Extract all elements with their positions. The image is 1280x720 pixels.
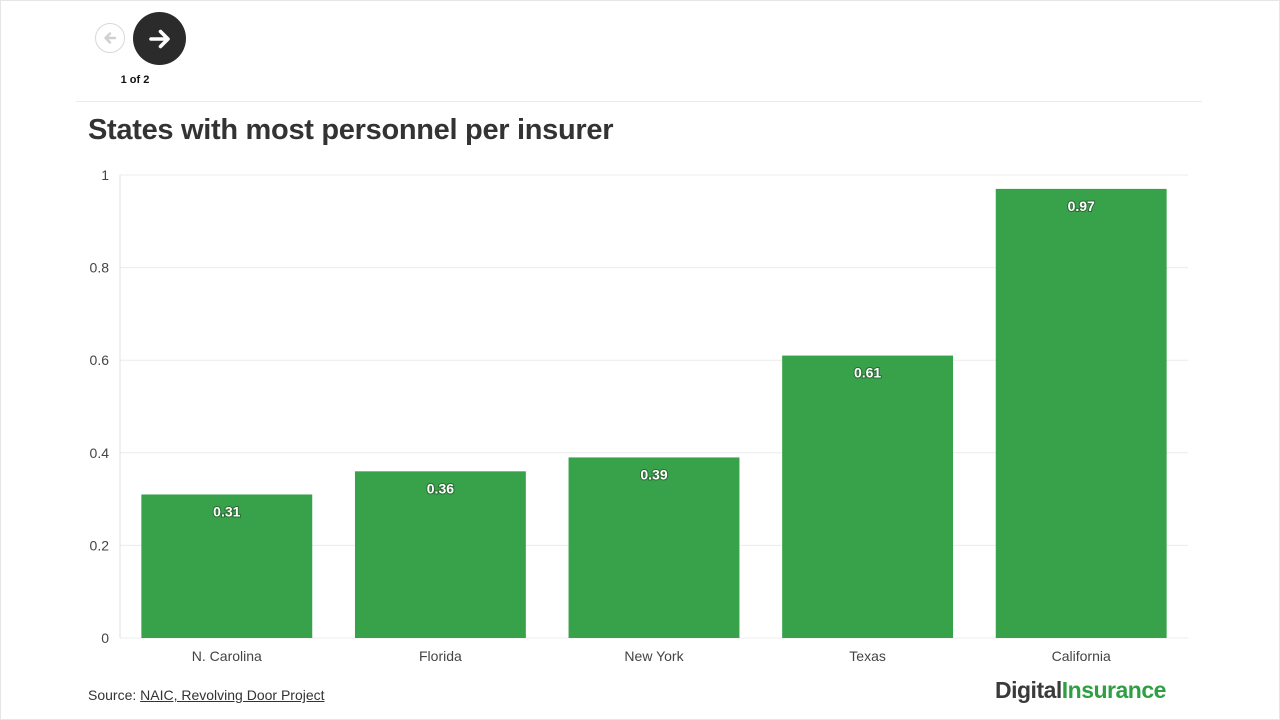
bar-value-label: 0.97 (1068, 198, 1095, 214)
logo-text-insurance: Insurance (1061, 677, 1167, 703)
y-tick-label: 0.4 (90, 445, 110, 461)
source-link[interactable]: NAIC, Revolving Door Project (140, 687, 325, 703)
next-slide-button[interactable] (133, 12, 186, 65)
x-tick-label: Texas (849, 648, 886, 664)
chart-title: States with most personnel per insurer (88, 114, 614, 146)
source-label: Source: (88, 687, 137, 703)
bar (995, 188, 1167, 638)
y-tick-label: 1 (101, 167, 109, 183)
x-tick-label: Florida (419, 648, 462, 664)
header-divider (76, 101, 1202, 102)
x-tick-label: N. Carolina (192, 648, 262, 664)
y-tick-label: 0.6 (90, 352, 110, 368)
y-tick-label: 0.2 (90, 537, 110, 553)
bar (141, 494, 313, 638)
x-tick-label: New York (624, 648, 684, 664)
slide-counter: 1 of 2 (120, 74, 150, 86)
source-note: Source: NAIC, Revolving Door Project (88, 687, 325, 703)
bar-value-label: 0.61 (854, 365, 881, 381)
y-tick-label: 0.8 (90, 260, 110, 276)
arrow-right-icon (148, 29, 170, 48)
bar-value-label: 0.31 (213, 503, 240, 519)
bar (782, 355, 954, 638)
bar (568, 457, 740, 638)
bar (354, 471, 526, 638)
arrow-left-icon (104, 32, 117, 44)
logo-text-digital: Digital (995, 677, 1062, 703)
y-tick-label: 0 (101, 630, 109, 646)
x-tick-label: California (1052, 648, 1111, 664)
bar-value-label: 0.39 (640, 466, 667, 482)
bar-value-label: 0.36 (427, 480, 454, 496)
previous-slide-button[interactable] (95, 23, 125, 53)
digital-insurance-logo: DigitalInsurance (995, 677, 1166, 704)
